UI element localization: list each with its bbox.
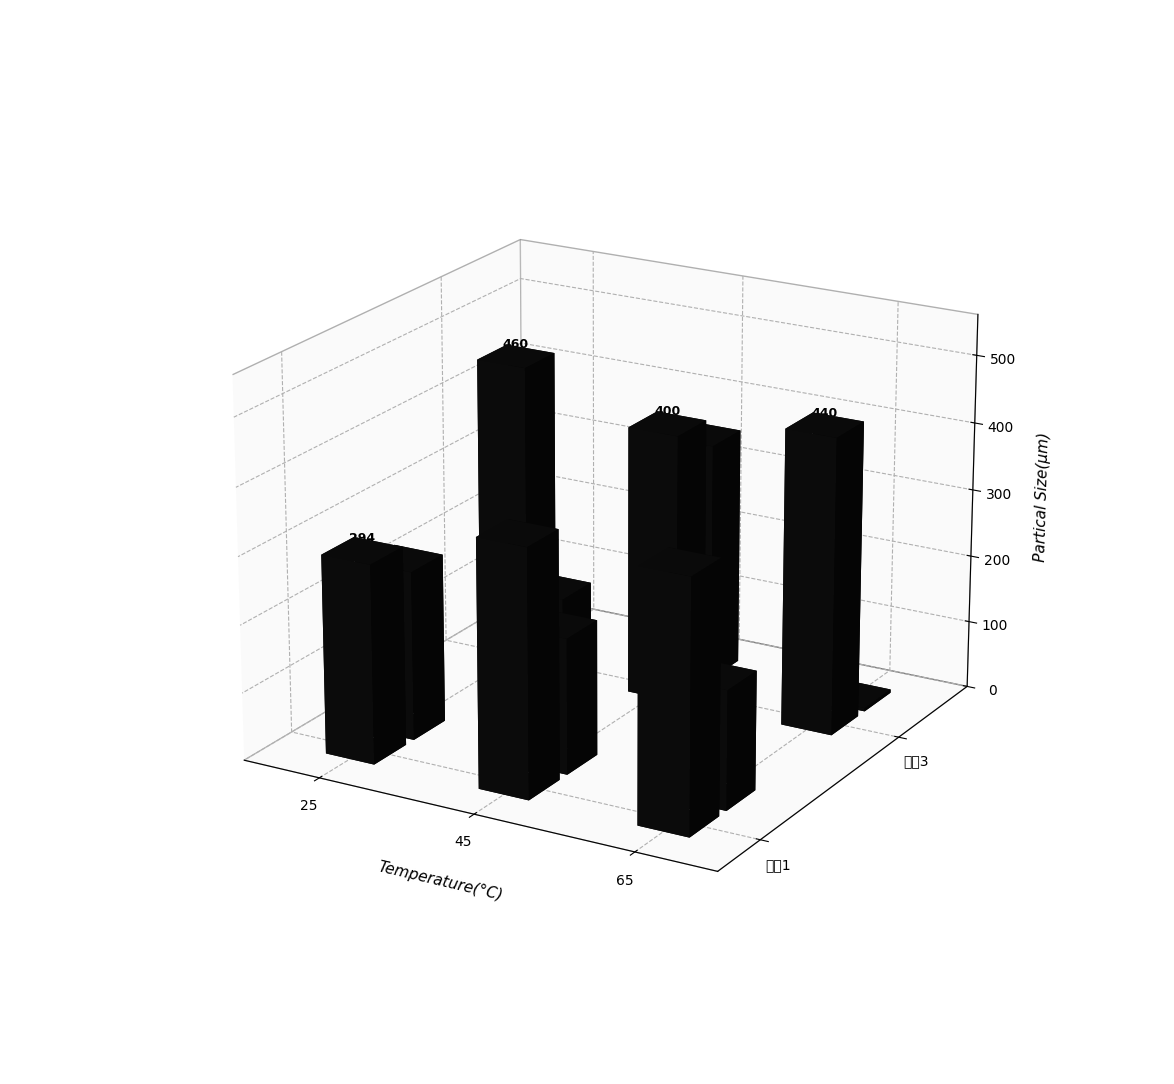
X-axis label: Temperature(°C): Temperature(°C) [377, 859, 505, 903]
